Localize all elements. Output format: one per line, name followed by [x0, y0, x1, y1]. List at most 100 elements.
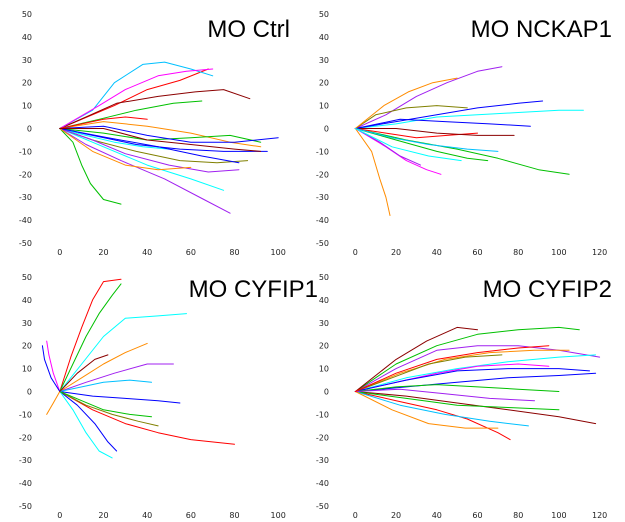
trajectory-line-3: [59, 313, 187, 392]
trajectory-line-18: [59, 128, 192, 171]
trajectory-line-13: [354, 368, 590, 392]
x-tick-label: 20: [98, 248, 108, 257]
trajectory-line-17: [354, 345, 550, 392]
trajectory-line-5: [59, 68, 209, 129]
x-tick-label: 0: [353, 248, 358, 257]
y-tick-label: 30: [319, 56, 329, 65]
y-tick-label: 0: [27, 125, 32, 134]
y-tick-label: -50: [19, 502, 32, 511]
trajectory-line-14: [46, 391, 61, 415]
y-tick-label: -40: [316, 216, 329, 225]
x-tick-label: 40: [142, 248, 152, 257]
y-tick-label: 10: [319, 365, 329, 374]
x-tick-label: 100: [551, 248, 566, 257]
x-tick-label: 80: [513, 511, 523, 520]
trajectory-line-16: [59, 354, 109, 392]
y-tick-label: -10: [316, 147, 329, 156]
y-tick-label: -50: [316, 502, 329, 511]
trajectory-line-14: [354, 128, 421, 166]
y-tick-label: -40: [19, 216, 32, 225]
trajectory-line-14: [59, 128, 240, 173]
trajectory-line-15: [59, 379, 152, 392]
trajectory-line-2: [354, 66, 503, 129]
y-tick-label: 10: [22, 365, 32, 374]
x-tick-label: 40: [142, 511, 152, 520]
trajectory-line-8: [354, 349, 570, 392]
x-tick-label: 20: [98, 511, 108, 520]
x-tick-label: 80: [229, 511, 239, 520]
y-tick-label: 0: [324, 125, 329, 134]
y-tick-label: -50: [316, 239, 329, 248]
trajectory-line-1: [354, 109, 584, 129]
x-tick-label: 100: [271, 511, 286, 520]
y-tick-label: -20: [19, 170, 32, 179]
trajectory-line-4: [59, 128, 122, 205]
trajectory-line-13: [59, 128, 170, 150]
x-tick-label: 0: [353, 511, 358, 520]
trajectory-line-13: [41, 345, 61, 392]
x-tick-label: 80: [513, 248, 523, 257]
trajectory-line-9: [354, 391, 560, 411]
trajectory-line-11: [354, 105, 468, 129]
trajectory-line-4: [354, 128, 570, 175]
trajectory-line-6: [59, 391, 235, 445]
trajectory-line-12: [354, 118, 531, 129]
trajectory-line-7: [354, 128, 489, 162]
y-tick-label: 50: [319, 273, 329, 282]
x-tick-label: 40: [432, 511, 442, 520]
trajectory-line-7: [59, 61, 214, 129]
y-tick-label: 20: [22, 342, 32, 351]
x-tick-label: 20: [391, 511, 401, 520]
y-tick-label: 10: [22, 102, 32, 111]
x-tick-label: 0: [57, 511, 62, 520]
x-tick-label: 100: [551, 511, 566, 520]
trajectory-line-15: [59, 100, 203, 129]
x-tick-label: 60: [472, 248, 482, 257]
trajectory-line-13: [354, 77, 458, 129]
trajectory-line-15: [354, 128, 462, 162]
trajectory-line-5: [354, 391, 511, 441]
trajectory-line-7: [59, 342, 148, 392]
y-tick-label: -10: [19, 410, 32, 419]
trajectory-line-9: [59, 68, 214, 129]
trajectory-line-9: [354, 128, 515, 136]
y-tick-label: 20: [319, 79, 329, 88]
x-tick-label: 100: [271, 248, 286, 257]
y-tick-label: 0: [27, 388, 32, 397]
y-tick-label: 0: [324, 388, 329, 397]
trajectory-line-3: [354, 128, 391, 216]
trajectory-line-6: [354, 354, 597, 392]
trajectory-line-17: [59, 116, 148, 129]
trajectory-line-16: [59, 128, 240, 164]
y-tick-label: 30: [319, 319, 329, 328]
x-tick-label: 60: [186, 248, 196, 257]
y-tick-label: 40: [22, 296, 32, 305]
y-tick-label: -40: [316, 479, 329, 488]
x-tick-label: 20: [391, 248, 401, 257]
trajectory-line-19: [59, 128, 262, 152]
y-tick-label: -20: [19, 433, 32, 442]
y-tick-label: -50: [19, 239, 32, 248]
x-tick-label: 120: [592, 511, 607, 520]
x-tick-label: 60: [186, 511, 196, 520]
trajectory-line-2: [354, 326, 580, 392]
y-tick-label: -30: [19, 456, 32, 465]
x-tick-label: 80: [229, 248, 239, 257]
trajectory-line-8: [59, 363, 174, 392]
x-tick-label: 120: [592, 248, 607, 257]
trajectory-line-9: [59, 391, 181, 404]
trajectory-line-3: [59, 128, 231, 214]
y-tick-label: -20: [316, 170, 329, 179]
y-tick-label: -10: [19, 147, 32, 156]
trajectory-line-11: [46, 340, 61, 392]
trajectory-line-2: [59, 283, 122, 392]
y-tick-label: 50: [319, 10, 329, 19]
y-tick-label: 50: [22, 10, 32, 19]
x-tick-label: 0: [57, 248, 62, 257]
trajectory-line-1: [59, 278, 122, 392]
y-tick-label: -10: [316, 410, 329, 419]
